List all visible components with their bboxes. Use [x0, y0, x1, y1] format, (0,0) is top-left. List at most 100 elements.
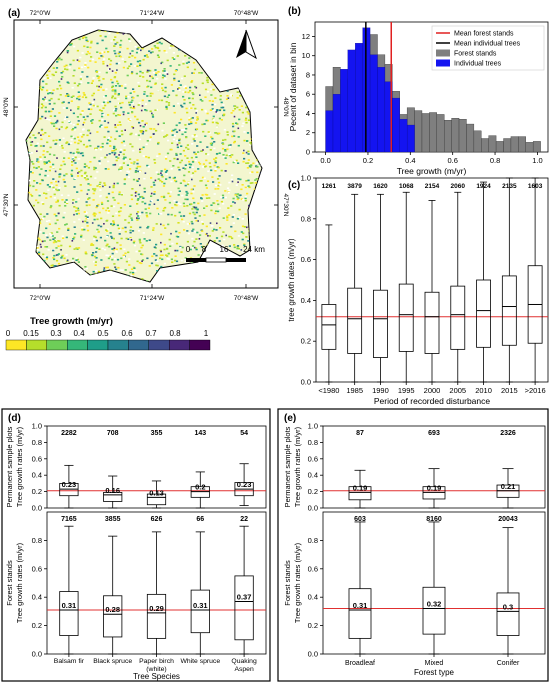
map-pixel	[79, 113, 82, 116]
map-pixel	[109, 68, 111, 70]
map-pixel	[49, 239, 52, 241]
map-pixel	[98, 85, 100, 88]
map-pixel	[214, 160, 217, 162]
map-pixel	[114, 152, 117, 154]
map-pixel	[220, 169, 223, 172]
map-pixel	[87, 189, 90, 191]
map-pixel	[143, 93, 146, 95]
map-pixel	[249, 182, 252, 184]
disturbance-count-label: 1924	[476, 183, 491, 190]
colorbar-tick: 0	[6, 329, 11, 338]
species-psp-median-label: 0.13	[149, 488, 164, 497]
map-pixel	[137, 170, 140, 173]
map-pixel	[149, 51, 153, 54]
map-pixel	[58, 139, 61, 141]
map-pixel	[204, 110, 207, 113]
map-pixel	[190, 188, 193, 191]
forest-stands-bar	[421, 113, 430, 153]
map-pixel	[230, 93, 233, 96]
map-pixel	[119, 102, 122, 105]
map-pixel	[189, 89, 192, 92]
map-pixel	[130, 274, 133, 277]
map-pixel	[45, 258, 49, 260]
map-pixel	[249, 172, 252, 174]
disturbance-xtick-label: 1985	[346, 386, 363, 395]
map-pixel	[129, 231, 132, 234]
map-pixel	[103, 120, 106, 122]
map-pixel	[195, 128, 199, 130]
map-pixel	[33, 180, 36, 182]
map-pixel	[80, 81, 83, 84]
map-pixel	[255, 178, 258, 180]
map-pixel	[126, 164, 129, 166]
map-pixel	[236, 123, 239, 125]
map-pixel	[180, 145, 183, 147]
map-pixel	[110, 235, 113, 238]
map-pixel	[81, 52, 84, 54]
map-pixel	[68, 66, 71, 69]
map-pixel	[138, 102, 141, 104]
north-arrow-icon	[236, 29, 257, 60]
map-pixel	[41, 240, 44, 243]
map-pixel	[111, 237, 114, 239]
map-pixel	[132, 162, 136, 165]
map-pixel	[94, 255, 97, 258]
map-pixel	[236, 193, 240, 195]
map-pixel	[115, 251, 118, 253]
foresttype-psp-axes	[322, 425, 546, 509]
species-fs-count-label: 7165	[61, 516, 77, 523]
map-pixel	[183, 229, 186, 231]
map-pixel	[240, 231, 243, 233]
map-pixel	[67, 95, 70, 97]
hist-xlabel: Tree growth (m/yr)	[397, 166, 467, 176]
map-pixel	[112, 112, 115, 115]
map-pixel	[82, 143, 85, 146]
map-pixel	[55, 254, 58, 256]
map-pixel	[31, 161, 34, 163]
map-pixel	[71, 240, 74, 242]
map-pixel	[111, 224, 114, 227]
map-pixel	[85, 175, 88, 177]
map-pixel	[55, 127, 58, 130]
map-pixel	[87, 166, 90, 169]
map-pixel	[227, 191, 230, 194]
map-pixel	[43, 156, 46, 158]
species-xtick-label: Quaking	[231, 658, 257, 665]
map-pixel	[43, 240, 46, 242]
map-pixel	[106, 101, 110, 104]
map-pixel	[208, 100, 211, 102]
map-pixel	[145, 54, 148, 56]
map-pixel	[161, 87, 164, 89]
map-pixel	[232, 214, 235, 216]
map-pixel	[65, 199, 68, 201]
map-pixel	[91, 101, 95, 104]
species-xtick-label: (white)	[146, 666, 166, 673]
map-pixel	[136, 212, 138, 215]
map-pixel	[111, 96, 114, 99]
map-pixel	[205, 225, 208, 228]
map-pixel	[183, 180, 186, 183]
map-pixel	[67, 82, 70, 84]
map-pixel	[86, 134, 89, 137]
map-pixel	[149, 110, 152, 113]
north-arrow-right	[245, 29, 257, 60]
map-pixel	[121, 269, 124, 271]
map-pixel	[115, 268, 118, 271]
map-pixel	[120, 141, 123, 144]
scale-bar-seg	[186, 258, 206, 262]
map-pixel	[105, 196, 108, 199]
map-pixel	[186, 205, 189, 207]
disturbance-xtick-label: >2016	[525, 386, 546, 395]
map-pixel	[210, 136, 213, 138]
map-pixel	[106, 64, 109, 67]
map-pixel	[97, 145, 100, 148]
foresttype-psp-median-label: 0.19	[353, 483, 368, 492]
map-pixel	[182, 62, 185, 65]
disturbance-xtick-label: 2000	[424, 386, 441, 395]
map-pixel	[123, 178, 126, 181]
map-pixel	[92, 192, 95, 195]
map-pixel	[164, 168, 167, 171]
map-pixel	[237, 162, 240, 164]
map-pixel	[116, 182, 119, 185]
map-pixel	[53, 197, 56, 199]
